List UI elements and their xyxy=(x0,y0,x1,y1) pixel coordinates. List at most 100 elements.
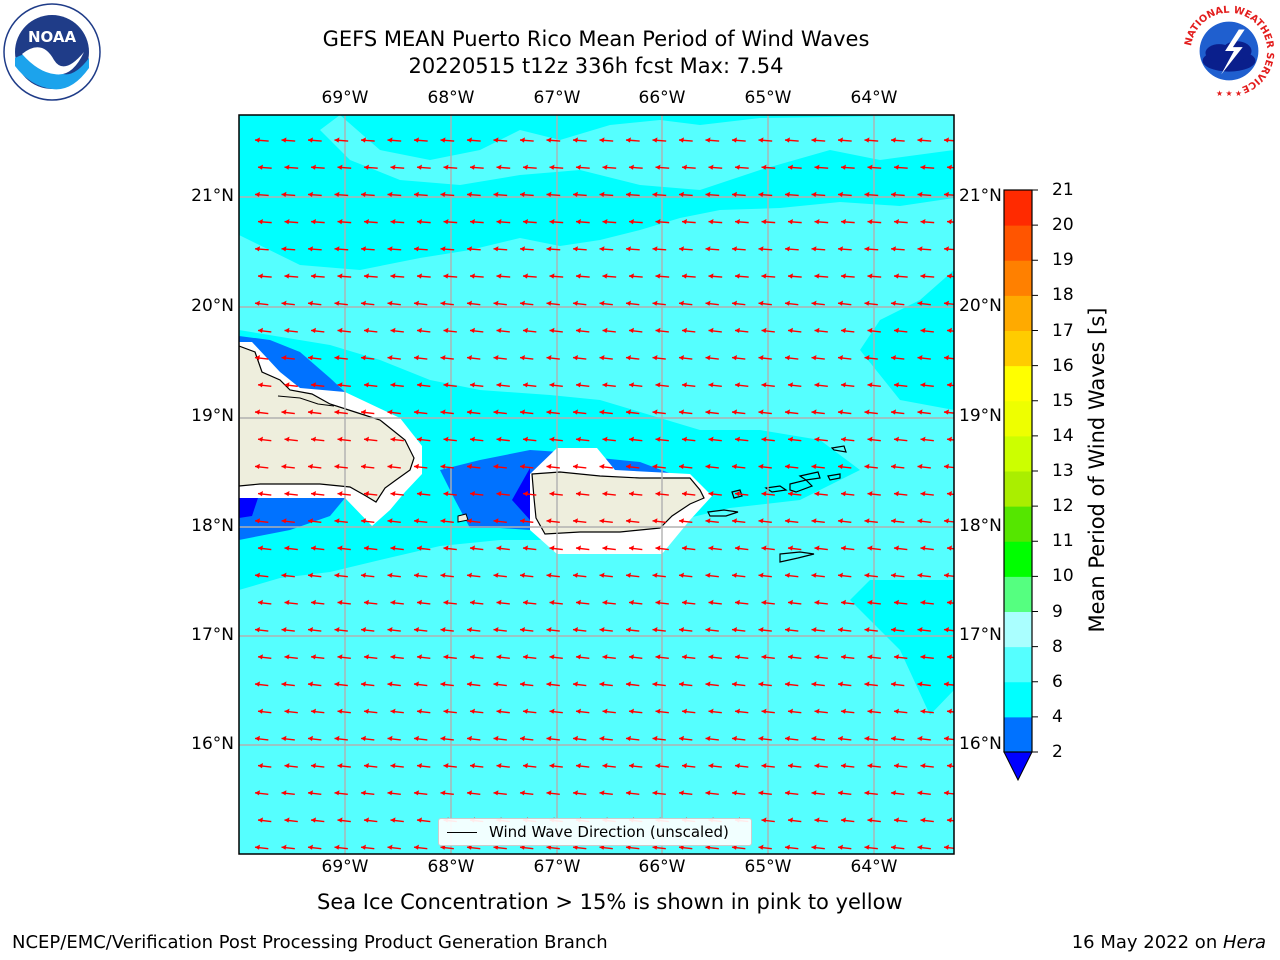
wave-direction-arrow xyxy=(390,763,404,769)
wave-direction-arrow xyxy=(413,137,428,143)
wave-direction-arrow xyxy=(599,790,613,796)
wave-direction-arrow xyxy=(943,627,954,633)
wave-direction-arrow xyxy=(413,300,428,306)
wave-direction-arrow xyxy=(493,681,507,687)
wave-direction-arrow xyxy=(758,191,773,197)
wave-direction-arrow xyxy=(469,327,484,333)
wave-direction-arrow xyxy=(893,327,908,333)
wave-direction-arrow xyxy=(837,409,852,415)
wave-direction-arrow xyxy=(867,654,881,660)
wave-direction-arrow xyxy=(758,463,772,469)
island-culebra xyxy=(731,489,743,499)
wave-direction-arrow xyxy=(599,409,613,415)
wave-direction-arrow xyxy=(443,708,457,714)
wave-direction-arrow xyxy=(575,654,590,660)
wave-direction-arrow xyxy=(708,708,722,714)
wave-direction-arrow xyxy=(281,191,296,197)
wave-direction-arrow xyxy=(731,246,746,252)
wave-direction-arrow xyxy=(469,599,484,605)
wave-direction-arrow xyxy=(652,627,666,633)
wave-direction-arrow xyxy=(416,491,431,497)
wave-direction-arrow xyxy=(546,790,560,796)
wave-direction-arrow xyxy=(761,708,775,714)
colorbar-tick-label: 8 xyxy=(1052,636,1063,657)
wave-direction-arrow xyxy=(705,681,719,687)
wave-direction-arrow xyxy=(893,382,908,388)
wave-direction-arrow xyxy=(943,355,954,361)
wave-direction-arrow xyxy=(440,191,455,197)
wave-direction-arrow xyxy=(281,844,295,850)
wave-direction-arrow xyxy=(602,708,616,714)
wave-direction-arrow xyxy=(734,599,749,605)
wave-direction-arrow xyxy=(284,817,298,823)
wave-direction-arrow xyxy=(814,545,828,551)
wave-direction-arrow xyxy=(864,572,878,578)
wave-direction-arrow xyxy=(310,219,325,225)
wave-direction-arrow xyxy=(469,545,484,551)
wave-period-6-8s-zone-north xyxy=(320,115,954,190)
wave-direction-arrow xyxy=(678,137,693,143)
wave-direction-arrow xyxy=(840,327,855,333)
wave-direction-arrow xyxy=(678,409,693,415)
wave-direction-arrow xyxy=(387,246,402,252)
wave-direction-arrow xyxy=(864,790,878,796)
wave-direction-arrow xyxy=(943,790,954,796)
wave-direction-arrow xyxy=(390,382,404,388)
wave-direction-arrow xyxy=(310,382,325,388)
wave-direction-arrow xyxy=(360,300,375,306)
wave-direction-arrow xyxy=(257,164,272,170)
wave-direction-arrow xyxy=(360,844,375,850)
wave-direction-arrow xyxy=(864,681,878,687)
wave-direction-arrow xyxy=(787,327,802,333)
wave-direction-arrow xyxy=(257,273,272,279)
wave-direction-arrow xyxy=(625,409,640,415)
wave-direction-arrow xyxy=(943,300,954,306)
wave-direction-arrow xyxy=(493,300,507,306)
wave-direction-arrow xyxy=(496,763,510,769)
wave-direction-arrow xyxy=(257,545,272,551)
wave-direction-arrow xyxy=(440,409,454,415)
wave-direction-arrow xyxy=(310,599,325,605)
wave-direction-arrow xyxy=(814,219,829,225)
lon-label-bottom-67w: 67°W xyxy=(533,857,581,877)
wave-direction-arrow xyxy=(840,763,855,769)
wave-direction-arrow xyxy=(731,681,746,687)
wave-direction-arrow xyxy=(519,246,534,252)
wave-direction-arrow xyxy=(416,382,431,388)
wave-direction-arrow xyxy=(628,763,643,769)
wave-direction-arrow xyxy=(363,327,378,333)
wave-direction-arrow xyxy=(390,164,405,170)
wave-direction-arrow xyxy=(337,599,351,605)
wave-direction-arrow xyxy=(496,491,510,497)
svg-text:NOAA: NOAA xyxy=(28,28,77,46)
wave-direction-arrow xyxy=(387,463,401,469)
wave-direction-arrow xyxy=(602,327,616,333)
wave-direction-arrow xyxy=(281,246,296,252)
wave-direction-arrow xyxy=(761,382,775,388)
wave-direction-arrow xyxy=(549,545,563,551)
wave-direction-arrow xyxy=(625,246,640,252)
lat-label-right-18n: 18°N xyxy=(959,516,1002,536)
wave-direction-arrow xyxy=(546,300,560,306)
wave-direction-arrow xyxy=(893,164,908,170)
title-line-2: 20220515 t12z 336h fcst Max: 7.54 xyxy=(408,54,784,78)
wave-direction-arrow xyxy=(837,844,852,850)
wave-direction-arrow xyxy=(363,382,378,388)
wave-direction-arrow xyxy=(522,763,537,769)
wave-direction-arrow xyxy=(466,300,481,306)
wave-direction-arrow xyxy=(416,219,431,225)
wave-direction-arrow xyxy=(678,191,693,197)
colorbar-tick-label: 14 xyxy=(1052,425,1074,446)
wave-direction-arrow xyxy=(678,735,693,741)
wave-direction-arrow xyxy=(466,137,481,143)
wave-direction-arrow xyxy=(254,463,269,469)
wave-direction-arrow xyxy=(522,654,537,660)
wave-period-2-4s-southwest xyxy=(239,498,345,540)
wave-direction-arrow xyxy=(734,545,749,551)
wave-direction-arrow xyxy=(549,273,564,279)
wave-direction-arrow xyxy=(599,735,613,741)
wave-direction-arrow xyxy=(731,627,746,633)
wave-direction-arrow xyxy=(519,463,534,469)
wave-direction-arrow xyxy=(387,572,401,578)
wave-direction-arrow xyxy=(784,844,799,850)
